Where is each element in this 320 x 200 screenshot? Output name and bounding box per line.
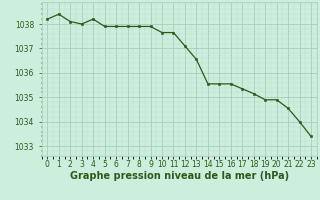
X-axis label: Graphe pression niveau de la mer (hPa): Graphe pression niveau de la mer (hPa) — [70, 171, 289, 181]
